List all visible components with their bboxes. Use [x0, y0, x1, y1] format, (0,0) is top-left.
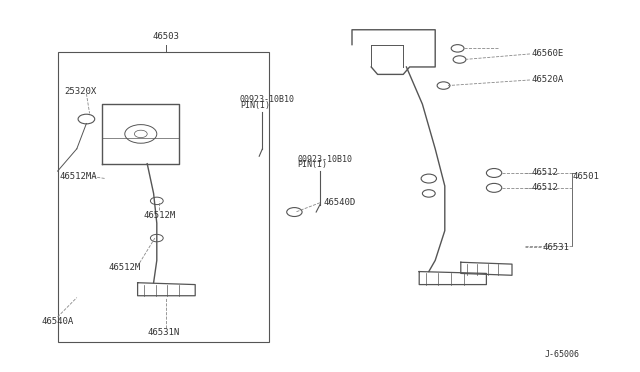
Text: 46531: 46531 [543, 243, 570, 252]
Text: 46512: 46512 [531, 183, 558, 192]
Text: 46512M: 46512M [109, 263, 141, 272]
Text: 46512M: 46512M [144, 211, 176, 220]
Text: 46503: 46503 [153, 32, 180, 41]
Text: 46540A: 46540A [42, 317, 74, 326]
Text: 46560E: 46560E [531, 49, 563, 58]
Text: 46540D: 46540D [323, 198, 355, 207]
Text: PIN(I): PIN(I) [240, 101, 270, 110]
Text: 46531N: 46531N [147, 328, 179, 337]
Text: J-65006: J-65006 [544, 350, 579, 359]
Text: 46520A: 46520A [531, 76, 563, 84]
Bar [58, 52, 269, 342]
Text: PIN(I): PIN(I) [298, 160, 328, 169]
Text: 46512: 46512 [531, 169, 558, 177]
Text: 00923-10B10: 00923-10B10 [298, 155, 353, 164]
Text: 25320X: 25320X [64, 87, 96, 96]
Text: 46512MA: 46512MA [60, 172, 97, 181]
Text: 00923-10B10: 00923-10B10 [240, 95, 295, 104]
Text: 46501: 46501 [573, 172, 600, 181]
